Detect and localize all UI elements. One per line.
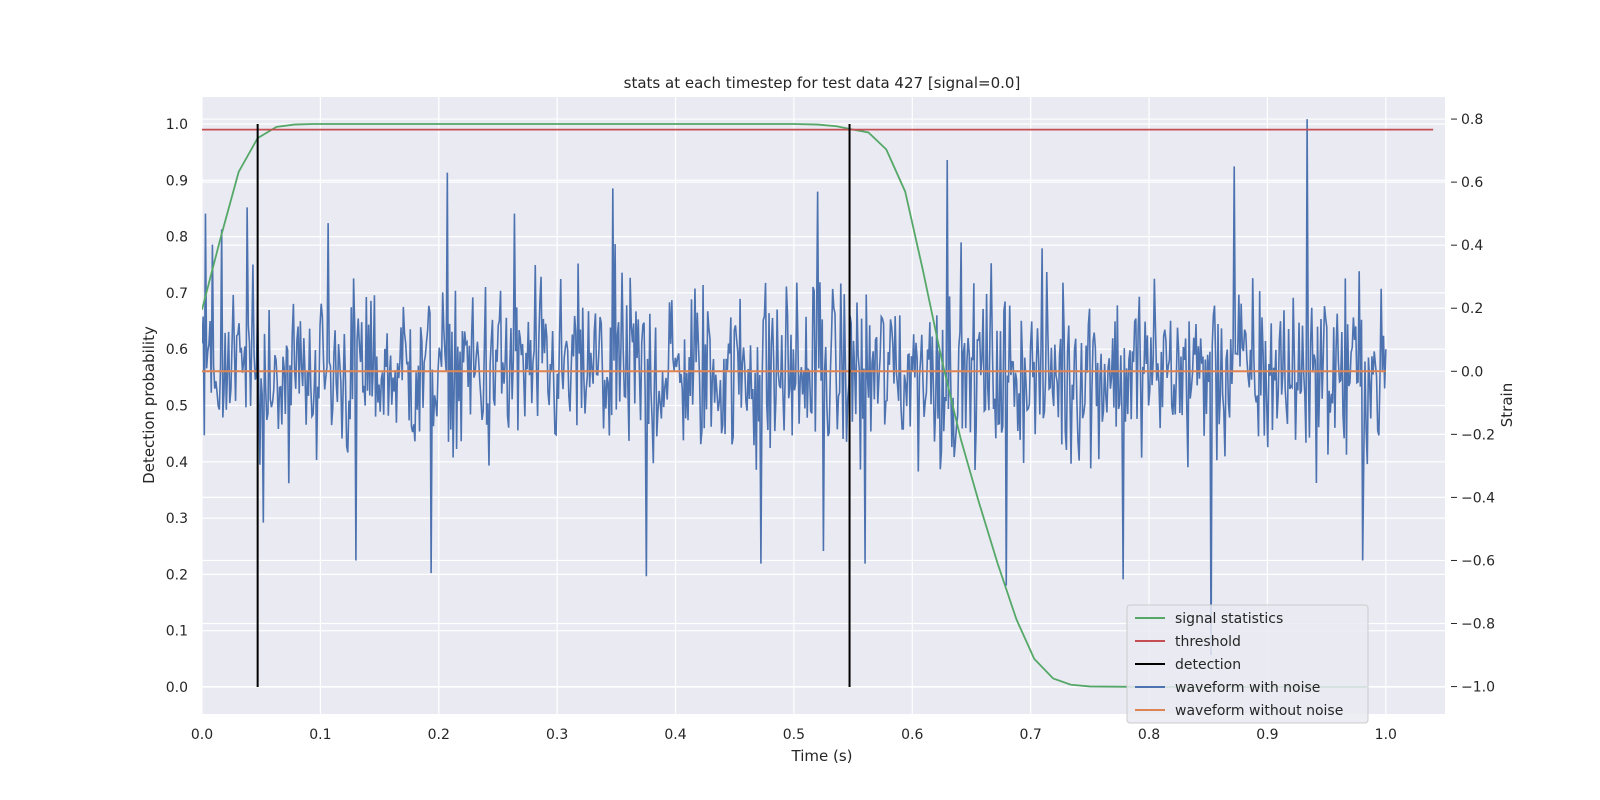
y-tick-label: 0.7 <box>166 286 188 302</box>
x-tick-label: 0.3 <box>546 727 568 743</box>
y2-tick-label: 0.0 <box>1461 364 1483 380</box>
x-tick-label: 0.9 <box>1256 727 1278 743</box>
y2-tick-label: −0.6 <box>1461 553 1495 569</box>
x-axis-label: Time (s) <box>791 747 853 765</box>
x-tick-label: 0.4 <box>664 727 686 743</box>
y2-tick-label: 0.6 <box>1461 175 1483 191</box>
y2-axis-label: Strain <box>1498 383 1516 427</box>
y-tick-label: 0.0 <box>166 680 188 696</box>
x-tick-label: 0.5 <box>783 727 805 743</box>
y-tick-label: 0.2 <box>166 567 188 583</box>
y2-tick-label: −0.8 <box>1461 617 1495 633</box>
y-tick-label: 0.4 <box>166 455 188 471</box>
series-signal-statistics <box>202 123 1367 688</box>
y2-tick-label: −0.4 <box>1461 490 1495 506</box>
y-axis-label: Detection probability <box>140 326 158 484</box>
legend-box <box>1126 604 1369 724</box>
legend-label: waveform without noise <box>1175 703 1343 719</box>
axes: 0.0 0.1 0.2 0.3 0.4 0.5 0.6 0.7 0.8 0.9 1.0 0.0 0.1 0… <box>166 112 1495 743</box>
y-tick-label: 0.5 <box>166 399 188 415</box>
y2-tick-label: 0.8 <box>1461 112 1483 128</box>
chart-title: stats at each timestep for test data 427… <box>624 74 1021 92</box>
x-tick-label: 0.0 <box>191 727 213 743</box>
y-tick-label: 0.3 <box>166 511 188 527</box>
legend-label: waveform with noise <box>1175 680 1320 696</box>
y2-tick-label: 0.4 <box>1461 238 1483 254</box>
y2-tick-label: −0.2 <box>1461 427 1495 443</box>
x-tick-label: 1.0 <box>1375 727 1397 743</box>
y2-tick-label: −1.0 <box>1461 680 1495 696</box>
legend-label: detection <box>1175 657 1241 673</box>
y-tick-label: 1.0 <box>166 117 188 133</box>
y2-tick-label: 0.2 <box>1461 301 1483 317</box>
x-tick-label: 0.2 <box>428 727 450 743</box>
x-tick-label: 0.6 <box>901 727 923 743</box>
x-tick-label: 0.8 <box>1138 727 1160 743</box>
plot-area <box>202 119 1434 688</box>
y-tick-label: 0.9 <box>166 173 188 189</box>
legend: signal statistics threshold detection wavef… <box>1126 604 1369 724</box>
y-tick-label: 0.6 <box>166 342 188 358</box>
x-tick-label: 0.7 <box>1020 727 1042 743</box>
y-tick-label: 0.8 <box>166 230 188 246</box>
y-tick-label: 0.1 <box>166 624 188 640</box>
legend-label: signal statistics <box>1175 611 1283 627</box>
legend-label: threshold <box>1175 634 1241 650</box>
series-waveform-with-noise <box>202 119 1387 656</box>
x-tick-label: 0.1 <box>309 727 331 743</box>
